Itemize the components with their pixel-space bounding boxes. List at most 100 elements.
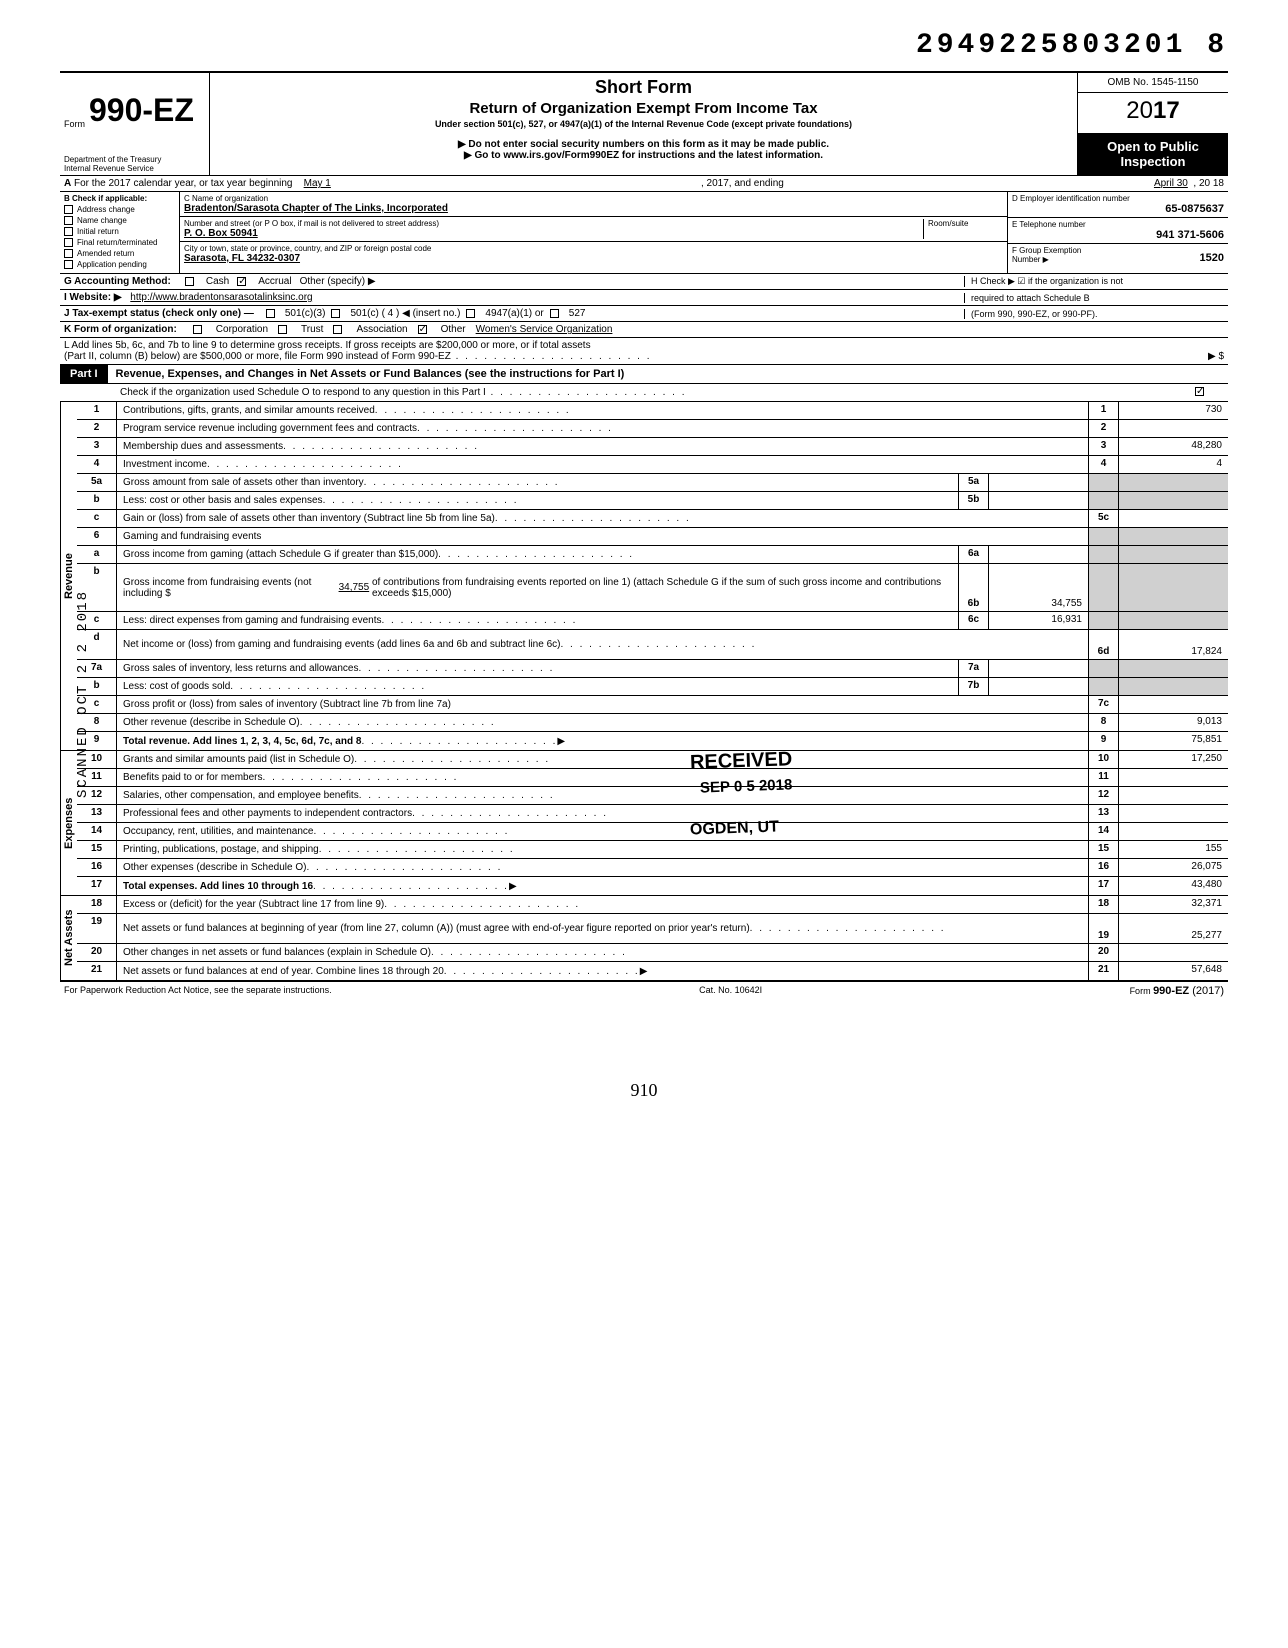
ssn-warning: ▶ Do not enter social security numbers o…	[216, 139, 1071, 150]
check-schedule-o: Check if the organization used Schedule …	[120, 387, 686, 398]
form-title: Short Form	[220, 77, 1067, 98]
checkbox-501c3[interactable]	[266, 309, 275, 318]
line-17-desc: Total expenses. Add lines 10 through 16 …	[117, 877, 1088, 895]
line-15-amt: 155	[1118, 841, 1228, 858]
line-16-amt: 26,075	[1118, 859, 1228, 876]
l-text2: (Part II, column (B) below) are $500,000…	[64, 351, 652, 362]
line-13-amt	[1118, 805, 1228, 822]
line-1-amt: 730	[1118, 402, 1228, 419]
line-10-desc: Grants and similar amounts paid (list in…	[117, 751, 1088, 768]
ein-label: D Employer identification number	[1012, 194, 1224, 203]
line-11-amt	[1118, 769, 1228, 786]
other-org-value: Women's Service Organization	[476, 324, 613, 335]
line-6-desc: Gaming and fundraising events	[117, 528, 1088, 545]
checkbox-cash[interactable]	[185, 277, 194, 286]
barcode-number: 2949225803201 8	[60, 30, 1228, 61]
checkbox-other-org[interactable]	[418, 325, 427, 334]
j-label: J Tax-exempt status (check only one) —	[64, 308, 254, 319]
group-number: 1520	[1200, 252, 1224, 264]
form-subtitle: Return of Organization Exempt From Incom…	[220, 100, 1067, 117]
line-8-amt: 9,013	[1118, 714, 1228, 731]
line-5c-desc: Gain or (loss) from sale of assets other…	[117, 510, 1088, 527]
form-ref: Form 990-EZ (2017)	[1130, 985, 1224, 997]
line-3-amt: 48,280	[1118, 438, 1228, 455]
group-label2: Number ▶	[1012, 255, 1081, 264]
line-7b-desc: Less: cost of goods sold	[117, 678, 958, 695]
h-text3: (Form 990, 990-EZ, or 990-PF).	[971, 309, 1098, 319]
checkbox-initial-return[interactable]	[64, 227, 73, 236]
line-18-amt: 32,371	[1118, 896, 1228, 913]
line-9-amt: 75,851	[1118, 732, 1228, 750]
line-20-desc: Other changes in net assets or fund bala…	[117, 944, 1088, 961]
instructions-link: ▶ Go to www.irs.gov/Form990EZ for instru…	[216, 150, 1071, 161]
line-3-desc: Membership dues and assessments	[117, 438, 1088, 455]
line-12-amt	[1118, 787, 1228, 804]
l-arrow: ▶ $	[1208, 351, 1224, 362]
line-5c-amt	[1118, 510, 1228, 527]
checkbox-address-change[interactable]	[64, 205, 73, 214]
line-6d-desc: Net income or (loss) from gaming and fun…	[117, 630, 1088, 659]
checkbox-527[interactable]	[550, 309, 559, 318]
checkbox-name-change[interactable]	[64, 216, 73, 225]
line-4-desc: Investment income	[117, 456, 1088, 473]
open-to-public: Open to Public	[1082, 139, 1224, 154]
addr-label: Number and street (or P O box, if mail i…	[184, 219, 923, 228]
checkbox-accrual[interactable]	[237, 277, 246, 286]
phone-value: 941 371-5606	[1012, 229, 1224, 241]
received-date: SEP 0 5 2018	[700, 776, 793, 796]
revenue-label: Revenue	[60, 402, 77, 750]
dept-irs: Internal Revenue Service	[64, 164, 205, 173]
org-name: Bradenton/Sarasota Chapter of The Links,…	[184, 203, 1003, 214]
page-number: 910	[60, 1080, 1228, 1101]
group-label: F Group Exemption	[1012, 246, 1081, 255]
checkbox-schedule-o[interactable]	[1195, 387, 1204, 396]
inspection: Inspection	[1082, 154, 1224, 169]
line-7a-desc: Gross sales of inventory, less returns a…	[117, 660, 958, 677]
line-7c-amt	[1118, 696, 1228, 713]
l-text1: L Add lines 5b, 6c, and 7b to line 9 to …	[64, 340, 1224, 351]
line-10-amt: 17,250	[1118, 751, 1228, 768]
checkbox-501c[interactable]	[331, 309, 340, 318]
line-15-desc: Printing, publications, postage, and shi…	[117, 841, 1088, 858]
checkbox-assoc[interactable]	[333, 325, 342, 334]
cat-number: Cat. No. 10642I	[699, 985, 762, 997]
line-6b-amt: 34,755	[988, 564, 1088, 611]
k-label: K Form of organization:	[64, 324, 177, 335]
line-8-desc: Other revenue (describe in Schedule O)	[117, 714, 1088, 731]
h-text: H Check ▶ ☑ if the organization is not	[971, 276, 1123, 286]
scanned-stamp: SCANNED OCT 2 2 2018	[75, 590, 91, 798]
checkbox-corp[interactable]	[193, 325, 202, 334]
checkbox-amended[interactable]	[64, 249, 73, 258]
line-19-desc: Net assets or fund balances at beginning…	[117, 914, 1088, 943]
line-13-desc: Professional fees and other payments to …	[117, 805, 1088, 822]
part-1-header: Part I Revenue, Expenses, and Changes in…	[60, 365, 1228, 384]
received-stamp: RECEIVED	[690, 748, 793, 775]
checkbox-4947[interactable]	[466, 309, 475, 318]
line-7c-desc: Gross profit or (loss) from sales of inv…	[117, 696, 1088, 713]
org-city: Sarasota, FL 34232-0307	[184, 253, 1003, 264]
line-1-desc: Contributions, gifts, grants, and simila…	[117, 402, 1088, 419]
city-label: City or town, state or province, country…	[184, 244, 1003, 253]
org-address: P. O. Box 50941	[184, 228, 923, 239]
website-value: http://www.bradentonsarasotalinksinc.org	[130, 292, 312, 303]
line-14-desc: Occupancy, rent, utilities, and maintena…	[117, 823, 1088, 840]
line-6d-amt: 17,824	[1118, 630, 1228, 659]
dept-treasury: Department of the Treasury	[64, 155, 205, 164]
form-under: Under section 501(c), 527, or 4947(a)(1)…	[220, 119, 1067, 129]
checkbox-trust[interactable]	[278, 325, 287, 334]
expenses-label: Expenses	[60, 751, 77, 895]
line-6c-amt: 16,931	[988, 612, 1088, 629]
checkbox-pending[interactable]	[64, 260, 73, 269]
line-20-amt	[1118, 944, 1228, 961]
net-assets-label: Net Assets	[60, 896, 77, 980]
checkbox-final-return[interactable]	[64, 238, 73, 247]
form-header: Form 990-EZ Short Form Return of Organiz…	[60, 71, 1228, 133]
org-name-label: C Name of organization	[184, 194, 1003, 203]
line-17-amt: 43,480	[1118, 877, 1228, 895]
line-6a-desc: Gross income from gaming (attach Schedul…	[117, 546, 958, 563]
omb-number: OMB No. 1545-1150	[1078, 73, 1228, 93]
line-5a-desc: Gross amount from sale of assets other t…	[117, 474, 958, 491]
row-a-tax-year: A For the 2017 calendar year, or tax yea…	[60, 176, 1228, 192]
form-prefix: Form	[64, 119, 85, 129]
line-9-desc: Total revenue. Add lines 1, 2, 3, 4, 5c,…	[117, 732, 1088, 750]
